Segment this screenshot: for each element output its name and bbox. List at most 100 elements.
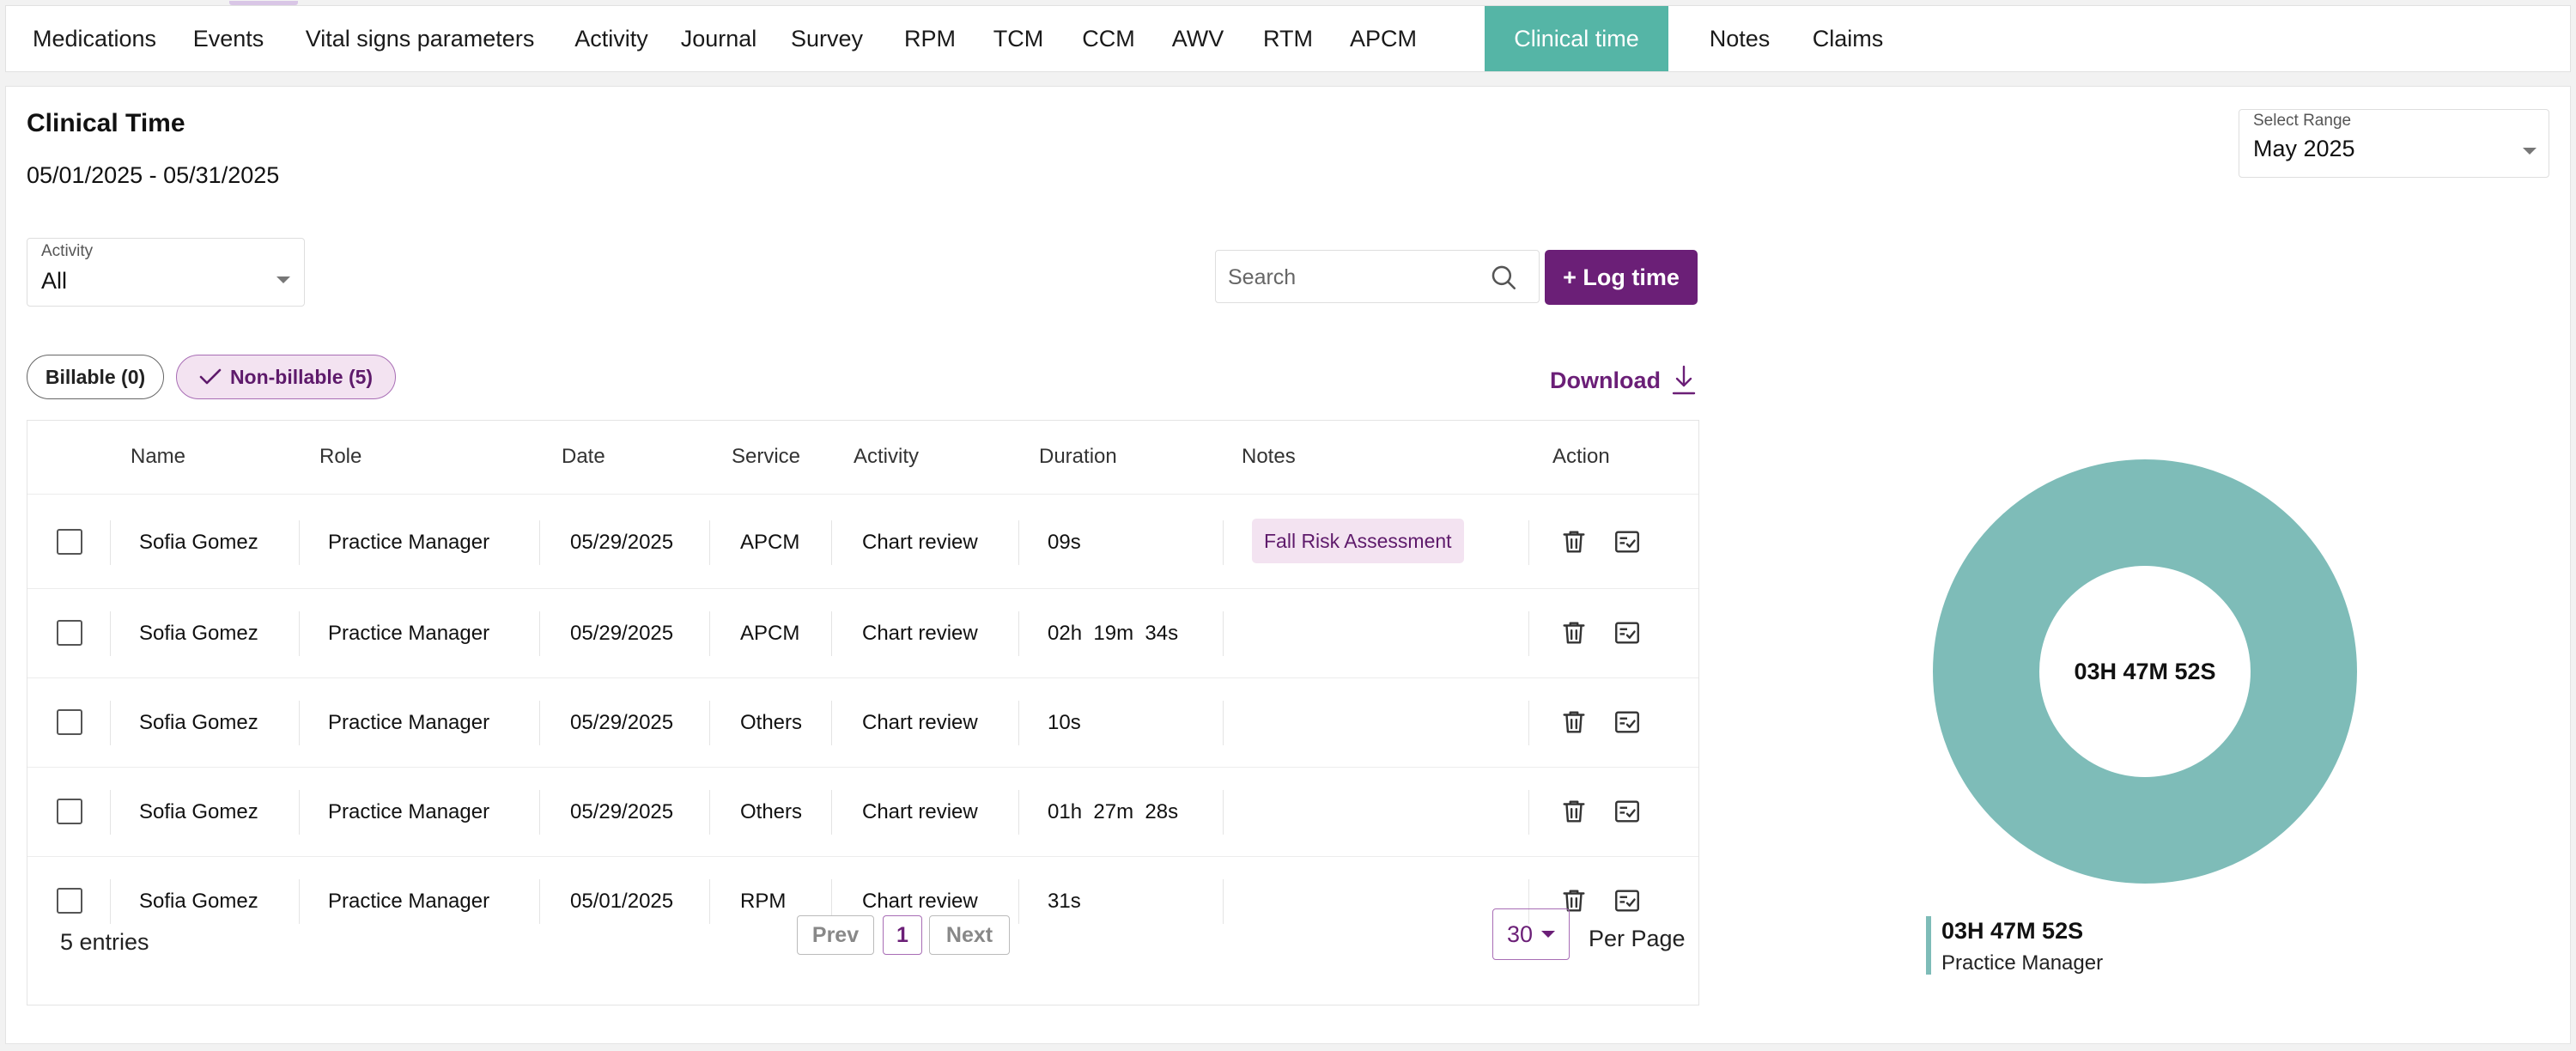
tab-activity[interactable]: Activity bbox=[574, 25, 648, 52]
tab-rtm[interactable]: RTM bbox=[1263, 25, 1313, 52]
trash-icon[interactable] bbox=[1559, 886, 1589, 915]
download-label: Download bbox=[1550, 367, 1661, 393]
column-header-action: Action bbox=[1552, 445, 1610, 468]
search-input[interactable] bbox=[1228, 261, 1485, 294]
activity-filter-value: All bbox=[41, 268, 68, 294]
column-header-duration: Duration bbox=[1039, 445, 1117, 468]
column-divider bbox=[831, 520, 832, 565]
donut-chart bbox=[1933, 459, 2357, 884]
table-row: Sofia Gomez Practice Manager 05/29/2025 … bbox=[27, 589, 1698, 678]
legend-value: 03H 47M 52S bbox=[1941, 918, 2084, 944]
column-divider bbox=[299, 701, 300, 745]
row-select-checkbox[interactable] bbox=[57, 709, 82, 735]
note-check-icon[interactable] bbox=[1613, 527, 1642, 556]
tab-awv[interactable]: AWV bbox=[1171, 25, 1224, 52]
trash-icon[interactable] bbox=[1559, 797, 1589, 826]
date-range-text: 05/01/2025 - 05/31/2025 bbox=[27, 162, 280, 188]
tab-accent-indicator bbox=[229, 1, 298, 5]
tab-ccm[interactable]: CCM bbox=[1082, 25, 1135, 52]
search-box[interactable] bbox=[1215, 250, 1540, 303]
note-badge[interactable]: Fall Risk Assessment bbox=[1252, 519, 1464, 563]
column-header-service: Service bbox=[732, 445, 801, 468]
column-divider bbox=[1528, 520, 1529, 565]
cell-duration: 10s bbox=[1048, 711, 1081, 734]
cell-duration: 31s bbox=[1048, 890, 1081, 913]
page-1-button[interactable]: 1 bbox=[883, 915, 922, 955]
non-billable-chip-label: Non-billable (5) bbox=[229, 365, 374, 388]
note-check-icon[interactable] bbox=[1613, 618, 1642, 647]
row-select-checkbox[interactable] bbox=[57, 888, 82, 914]
download-button[interactable]: Download bbox=[1550, 365, 1697, 396]
cell-name: Sofia Gomez bbox=[139, 531, 258, 554]
next-page-button[interactable]: Next bbox=[929, 915, 1010, 955]
tab-tcm[interactable]: TCM bbox=[993, 25, 1044, 52]
non-billable-filter-chip[interactable]: Non-billable (5) bbox=[176, 355, 396, 399]
tab-events[interactable]: Events bbox=[192, 25, 264, 52]
column-divider bbox=[1528, 701, 1529, 745]
column-divider bbox=[110, 790, 111, 835]
row-select-checkbox[interactable] bbox=[57, 799, 82, 824]
column-divider bbox=[1528, 879, 1529, 924]
column-divider bbox=[110, 879, 111, 924]
tab-claims[interactable]: Claims bbox=[1812, 25, 1884, 52]
table-header: Name Role Date Service Activity Duration… bbox=[27, 421, 1698, 495]
row-select-checkbox[interactable] bbox=[57, 529, 82, 555]
search-icon[interactable] bbox=[1489, 263, 1518, 292]
clinical-time-table: Name Role Date Service Activity Duration… bbox=[27, 420, 1699, 1005]
clinical-time-panel: Clinical Time 05/01/2025 - 05/31/2025 Se… bbox=[5, 86, 2571, 1044]
cell-activity: Chart review bbox=[862, 622, 978, 645]
column-divider bbox=[709, 790, 710, 835]
column-divider bbox=[110, 611, 111, 656]
billable-filter-chip[interactable]: Billable (0) bbox=[27, 355, 164, 399]
donut-total-label: 03H 47M 52S bbox=[2074, 658, 2216, 684]
column-divider bbox=[709, 611, 710, 656]
log-time-button[interactable]: + Log time bbox=[1545, 250, 1698, 305]
table-row: Sofia Gomez Practice Manager 05/29/2025 … bbox=[27, 678, 1698, 768]
note-check-icon[interactable] bbox=[1613, 886, 1642, 915]
note-check-icon[interactable] bbox=[1613, 708, 1642, 737]
tab-notes[interactable]: Notes bbox=[1709, 25, 1771, 52]
cell-role: Practice Manager bbox=[328, 622, 490, 645]
column-divider bbox=[1223, 790, 1224, 835]
column-divider bbox=[831, 611, 832, 656]
tab-journal[interactable]: Journal bbox=[680, 25, 757, 52]
note-check-icon[interactable] bbox=[1613, 797, 1642, 826]
cell-name: Sofia Gomez bbox=[139, 711, 258, 734]
tab-clinical-time[interactable]: Clinical time bbox=[1485, 6, 1668, 71]
prev-page-button[interactable]: Prev bbox=[797, 915, 874, 955]
cell-activity: Chart review bbox=[862, 890, 978, 913]
column-divider bbox=[539, 520, 540, 565]
trash-icon[interactable] bbox=[1559, 618, 1589, 647]
table-row: Sofia Gomez Practice Manager 05/29/2025 … bbox=[27, 768, 1698, 857]
activity-filter-label: Activity bbox=[41, 242, 94, 260]
cell-role: Practice Manager bbox=[328, 890, 490, 913]
tab-rpm[interactable]: RPM bbox=[904, 25, 956, 52]
activity-filter-dropdown[interactable]: Activity All bbox=[27, 238, 305, 307]
cell-role: Practice Manager bbox=[328, 531, 490, 554]
tab-survey[interactable]: Survey bbox=[790, 25, 864, 52]
tab-medications[interactable]: Medications bbox=[32, 25, 157, 52]
cell-activity: Chart review bbox=[862, 711, 978, 734]
per-page-select[interactable]: 30 bbox=[1492, 908, 1570, 960]
chevron-down-icon bbox=[276, 276, 290, 283]
cell-duration: 09s bbox=[1048, 531, 1081, 554]
column-divider bbox=[539, 879, 540, 924]
column-divider bbox=[1018, 611, 1019, 656]
cell-role: Practice Manager bbox=[328, 800, 490, 823]
entries-count: 5 entries bbox=[60, 929, 149, 955]
cell-name: Sofia Gomez bbox=[139, 800, 258, 823]
trash-icon[interactable] bbox=[1559, 527, 1589, 556]
column-divider bbox=[1018, 701, 1019, 745]
column-divider bbox=[709, 701, 710, 745]
tab-vital-signs-parameters[interactable]: Vital signs parameters bbox=[305, 25, 535, 52]
chevron-down-icon bbox=[2523, 148, 2537, 155]
chevron-down-icon bbox=[1541, 931, 1556, 938]
cell-role: Practice Manager bbox=[328, 711, 490, 734]
column-divider bbox=[539, 611, 540, 656]
page-title: Clinical Time bbox=[27, 109, 185, 137]
select-range-dropdown[interactable]: Select Range May 2025 bbox=[2239, 109, 2549, 178]
row-select-checkbox[interactable] bbox=[57, 620, 82, 646]
tab-apcm[interactable]: APCM bbox=[1349, 25, 1417, 52]
trash-icon[interactable] bbox=[1559, 708, 1589, 737]
download-icon bbox=[1672, 365, 1696, 395]
